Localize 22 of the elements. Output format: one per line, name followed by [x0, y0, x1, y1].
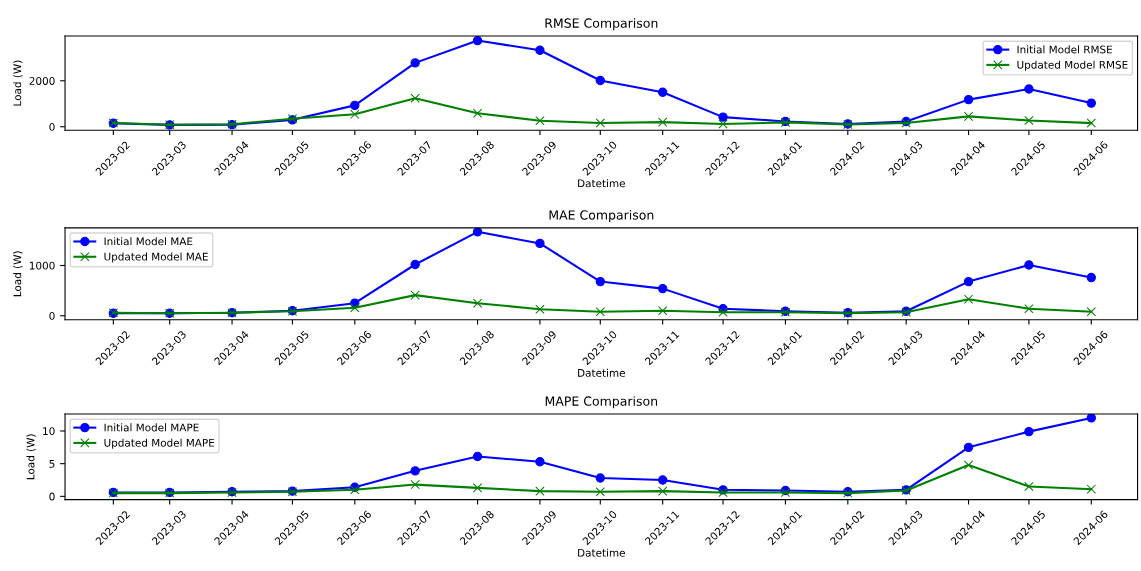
y-axis-title: Load (W): [13, 60, 23, 106]
y-tick-label: 0: [49, 122, 55, 131]
y-axis-title: Load (W): [26, 434, 36, 480]
y-tick-label: 2000: [29, 77, 55, 85]
y-tick-label: 1000: [29, 261, 55, 270]
legend-label: Initial Model MAE: [104, 237, 193, 246]
y-tick-label: 0: [49, 492, 55, 501]
y-tick-label: 10: [43, 427, 55, 436]
y-tick-label: 0: [49, 311, 55, 320]
x-axis-title: Datetime: [578, 548, 625, 557]
legend-label: Initial Model RMSE: [1017, 45, 1113, 54]
x-axis-title: Datetime: [578, 179, 625, 188]
legend-label: Updated Model MAPE: [104, 438, 215, 449]
chart-title: MAPE Comparison: [545, 396, 658, 409]
x-axis-title: Datetime: [578, 368, 625, 377]
chart-title: RMSE Comparison: [545, 18, 658, 31]
legend-label: Updated Model MAE: [104, 252, 208, 263]
legend-label: Initial Model MAPE: [104, 423, 199, 432]
chart-title: MAE Comparison: [549, 210, 654, 223]
legend-label: Updated Model RMSE: [1017, 60, 1128, 71]
y-axis-title: Load (W): [13, 251, 23, 297]
y-tick-label: 5: [49, 460, 55, 468]
